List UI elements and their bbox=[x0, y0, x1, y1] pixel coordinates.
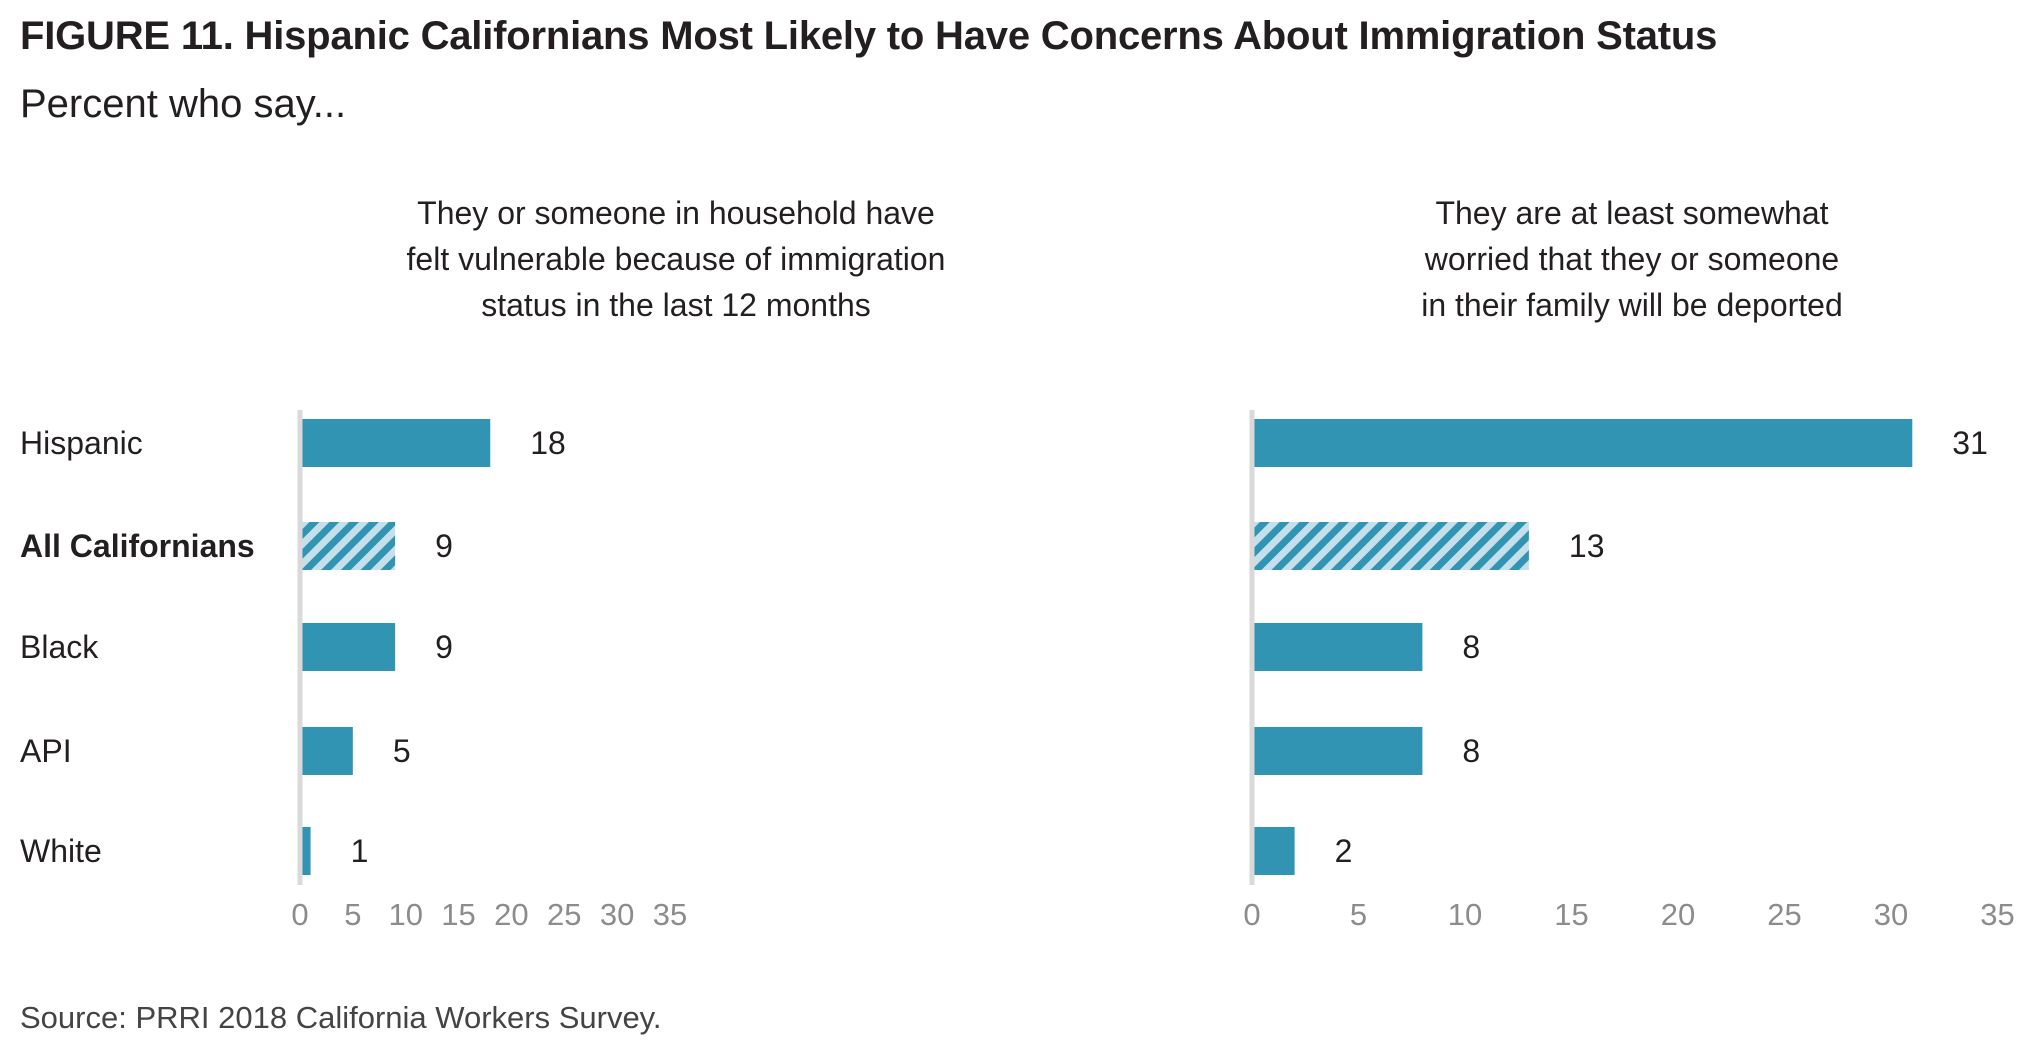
category-label-white: White bbox=[20, 833, 102, 869]
tick-label-panel-1-0: 0 bbox=[291, 897, 308, 932]
bar-panel-2-all-californians bbox=[1252, 522, 1529, 570]
panel-1-title-line-3: status in the last 12 months bbox=[481, 287, 871, 323]
tick-label-panel-2-15: 15 bbox=[1554, 897, 1588, 932]
value-label-panel-2-all-californians: 13 bbox=[1569, 528, 1605, 564]
tick-label-panel-2-20: 20 bbox=[1661, 897, 1695, 932]
value-label-panel-2-black: 8 bbox=[1462, 629, 1480, 665]
value-label-panel-2-white: 2 bbox=[1335, 833, 1353, 869]
tick-label-panel-2-0: 0 bbox=[1243, 897, 1260, 932]
tick-label-panel-1-25: 25 bbox=[547, 897, 581, 932]
chart-title: FIGURE 11. Hispanic Californians Most Li… bbox=[20, 14, 1718, 58]
source-note: Source: PRRI 2018 California Workers Sur… bbox=[20, 1000, 662, 1035]
bar-panel-2-hispanic bbox=[1252, 419, 1913, 467]
bar-panel-2-black bbox=[1252, 623, 1423, 671]
bar-panel-1-black bbox=[300, 623, 396, 671]
bar-panel-2-white bbox=[1252, 827, 1295, 875]
panel-1-title-line-1: They or someone in household have bbox=[417, 195, 935, 231]
panel-2-title-line-1: They are at least somewhat bbox=[1435, 195, 1828, 231]
value-label-panel-1-api: 5 bbox=[393, 733, 411, 769]
tick-label-panel-2-35: 35 bbox=[1980, 897, 2014, 932]
category-label-black: Black bbox=[20, 629, 99, 665]
tick-label-panel-2-30: 30 bbox=[1874, 897, 1908, 932]
bar-panel-1-api bbox=[300, 727, 353, 775]
tick-label-panel-2-25: 25 bbox=[1767, 897, 1801, 932]
value-label-panel-1-hispanic: 18 bbox=[530, 425, 566, 461]
panel-1-title-line-2: felt vulnerable because of immigration bbox=[407, 241, 946, 277]
value-label-panel-1-all-californians: 9 bbox=[435, 528, 453, 564]
bar-panel-1-all-californians bbox=[300, 522, 396, 570]
bar-panel-1-white bbox=[300, 827, 311, 875]
tick-label-panel-2-5: 5 bbox=[1350, 897, 1367, 932]
category-label-hispanic: Hispanic bbox=[20, 425, 143, 461]
value-label-panel-1-white: 1 bbox=[351, 833, 369, 869]
panel-2-title-line-2: worried that they or someone bbox=[1424, 241, 1839, 277]
category-label-all-californians: All Californians bbox=[20, 528, 255, 564]
tick-label-panel-1-15: 15 bbox=[441, 897, 475, 932]
chart-subtitle: Percent who say... bbox=[20, 82, 347, 126]
bar-panel-1-hispanic bbox=[300, 419, 491, 467]
tick-label-panel-1-35: 35 bbox=[653, 897, 687, 932]
value-label-panel-1-black: 9 bbox=[435, 629, 453, 665]
tick-label-panel-1-20: 20 bbox=[494, 897, 528, 932]
category-label-api: API bbox=[20, 733, 72, 769]
bar-panel-2-api bbox=[1252, 727, 1423, 775]
tick-label-panel-1-5: 5 bbox=[344, 897, 361, 932]
panel-2-title-line-3: in their family will be deported bbox=[1421, 287, 1843, 323]
tick-label-panel-1-30: 30 bbox=[600, 897, 634, 932]
tick-label-panel-1-10: 10 bbox=[388, 897, 422, 932]
tick-label-panel-2-10: 10 bbox=[1448, 897, 1482, 932]
value-label-panel-2-hispanic: 31 bbox=[1952, 425, 1988, 461]
value-label-panel-2-api: 8 bbox=[1462, 733, 1480, 769]
